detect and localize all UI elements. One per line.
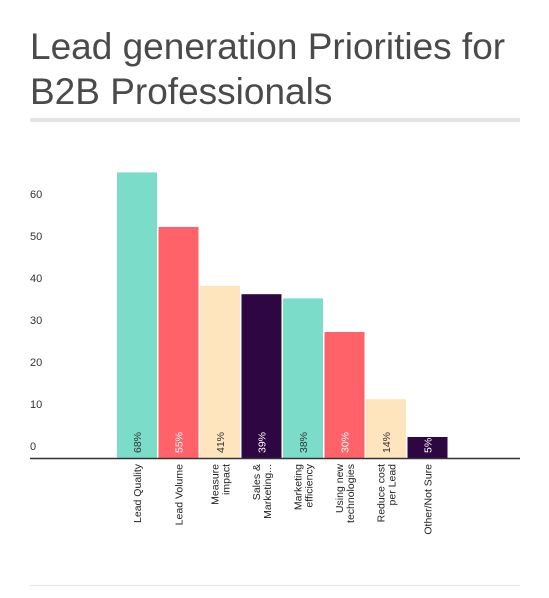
y-tick-label: 20 <box>30 357 42 369</box>
bar-value-label: 55% <box>174 432 186 453</box>
bar-value-label: 5% <box>423 438 435 453</box>
bar-value-label: 14% <box>381 432 393 453</box>
chart-title: Lead generation Priorities for B2B Profe… <box>30 26 506 112</box>
bar <box>158 227 199 458</box>
bar <box>283 298 323 458</box>
x-axis-labels: Lead Quality Lead Volume Measure impact Sale… <box>132 463 435 534</box>
x-tick-label: impact <box>221 464 233 495</box>
bar <box>200 285 240 458</box>
bar-value-label: 38% <box>298 432 310 453</box>
x-tick-label: Using new <box>334 464 346 513</box>
bar <box>241 294 282 458</box>
bar-value-label: 41% <box>215 432 227 453</box>
bars: 68% 55% 41% 39% 38% 30% 14% 5% <box>117 172 448 458</box>
x-tick-label: Lead Volume <box>174 464 186 525</box>
bar <box>366 399 406 458</box>
bar-value-label: 39% <box>257 432 269 453</box>
bar-value-label: 30% <box>340 432 352 453</box>
x-tick-label: Other/Not Sure <box>423 464 435 535</box>
x-tick-label: Reduce cost <box>376 464 388 522</box>
bar <box>407 437 448 458</box>
y-tick-label: 10 <box>30 399 42 411</box>
x-tick-label: Lead Quality <box>132 463 144 523</box>
x-tick-label: technologies <box>345 464 357 523</box>
y-tick-label: 30 <box>30 315 42 327</box>
x-tick-label: Measure <box>210 464 222 505</box>
y-tick-label: 50 <box>30 231 42 243</box>
x-tick-label: Marketing... <box>262 464 274 519</box>
y-tick-label: 40 <box>30 273 42 285</box>
bar <box>324 332 365 458</box>
y-tick-label: 60 <box>30 189 42 201</box>
x-tick-label: Marketing <box>293 464 305 510</box>
title-divider <box>30 118 520 122</box>
x-tick-label: per Lead <box>387 464 399 506</box>
y-tick-label: 0 <box>30 441 36 453</box>
x-tick-label: Sales & <box>251 464 263 500</box>
footer-divider <box>30 585 520 586</box>
y-axis: 0 10 20 30 40 50 60 <box>30 189 42 453</box>
bar-value-label: 68% <box>132 432 144 453</box>
x-tick-label: efficiency <box>304 463 316 507</box>
bar <box>117 172 157 458</box>
